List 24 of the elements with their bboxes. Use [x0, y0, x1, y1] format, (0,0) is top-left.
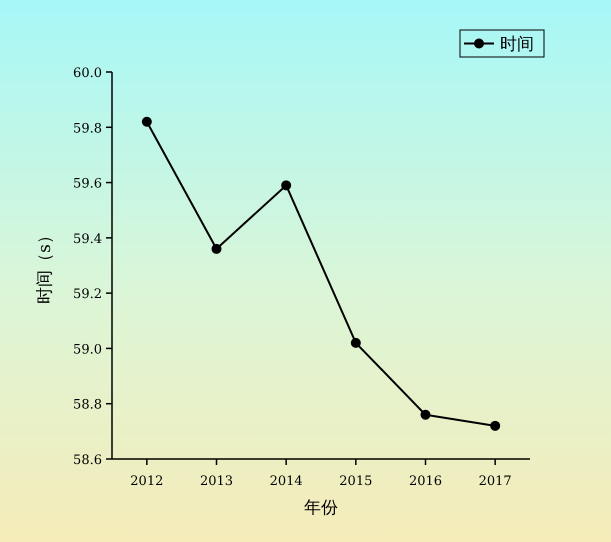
point	[420, 410, 430, 420]
point	[142, 116, 152, 127]
y-tick-label: 58.8	[73, 398, 102, 413]
y-tick-label: 59.0	[73, 342, 102, 358]
legend-label: 时间	[500, 34, 534, 54]
x-tick-label: 2014	[270, 474, 303, 489]
y-tick-label: 59.6	[73, 176, 102, 192]
legend: 时间	[460, 30, 544, 58]
point	[350, 338, 361, 348]
point	[281, 180, 292, 190]
y-tick-label: 59.8	[73, 121, 102, 136]
y-tick-label: 60.0	[73, 66, 102, 81]
y-tick-label: 59.2	[73, 287, 102, 302]
point	[490, 420, 500, 431]
x-tick-label: 2013	[200, 474, 234, 489]
y-tick-label: 59.4	[73, 232, 102, 247]
y-tick-label: 58.6	[73, 453, 102, 468]
x-tick-label: 2017	[478, 474, 512, 489]
x-tick-label: 2012	[130, 474, 164, 489]
point	[212, 244, 222, 254]
x-tick-label: 2015	[339, 474, 372, 489]
x-tick-label: 2016	[408, 474, 442, 489]
y-axis-title: 时间（s）	[35, 227, 55, 304]
x-axis-title: 年份	[304, 498, 338, 518]
